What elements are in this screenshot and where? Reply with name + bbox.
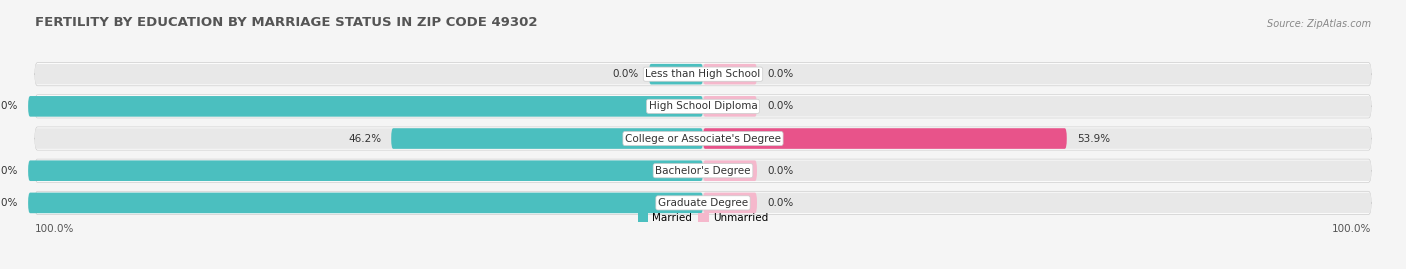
Text: 100.0%: 100.0% [0,101,18,111]
Text: Less than High School: Less than High School [645,69,761,79]
Text: 0.0%: 0.0% [768,69,793,79]
FancyBboxPatch shape [35,193,1371,213]
Text: 100.0%: 100.0% [0,166,18,176]
FancyBboxPatch shape [703,193,756,213]
Text: Bachelor's Degree: Bachelor's Degree [655,166,751,176]
Text: 0.0%: 0.0% [768,198,793,208]
Legend: Married, Unmarried: Married, Unmarried [634,209,772,227]
FancyBboxPatch shape [35,160,1371,181]
FancyBboxPatch shape [650,64,703,84]
FancyBboxPatch shape [35,128,1371,149]
Text: 100.0%: 100.0% [1331,224,1371,234]
FancyBboxPatch shape [35,159,1371,182]
FancyBboxPatch shape [28,193,703,213]
FancyBboxPatch shape [703,96,756,117]
Text: 100.0%: 100.0% [0,198,18,208]
Text: 46.2%: 46.2% [347,133,381,144]
FancyBboxPatch shape [35,191,1371,214]
Text: High School Diploma: High School Diploma [648,101,758,111]
FancyBboxPatch shape [703,160,756,181]
Text: 0.0%: 0.0% [768,166,793,176]
FancyBboxPatch shape [28,160,703,181]
Text: 0.0%: 0.0% [768,101,793,111]
FancyBboxPatch shape [391,128,703,149]
Text: Graduate Degree: Graduate Degree [658,198,748,208]
FancyBboxPatch shape [35,64,1371,84]
Text: 0.0%: 0.0% [613,69,638,79]
FancyBboxPatch shape [35,127,1371,150]
FancyBboxPatch shape [703,64,756,84]
FancyBboxPatch shape [35,95,1371,118]
FancyBboxPatch shape [35,63,1371,86]
FancyBboxPatch shape [28,96,703,117]
FancyBboxPatch shape [703,128,1067,149]
FancyBboxPatch shape [35,96,1371,117]
Text: College or Associate's Degree: College or Associate's Degree [626,133,780,144]
Text: 100.0%: 100.0% [35,224,75,234]
Text: Source: ZipAtlas.com: Source: ZipAtlas.com [1267,19,1371,29]
Text: 53.9%: 53.9% [1077,133,1109,144]
Text: FERTILITY BY EDUCATION BY MARRIAGE STATUS IN ZIP CODE 49302: FERTILITY BY EDUCATION BY MARRIAGE STATU… [35,16,537,29]
